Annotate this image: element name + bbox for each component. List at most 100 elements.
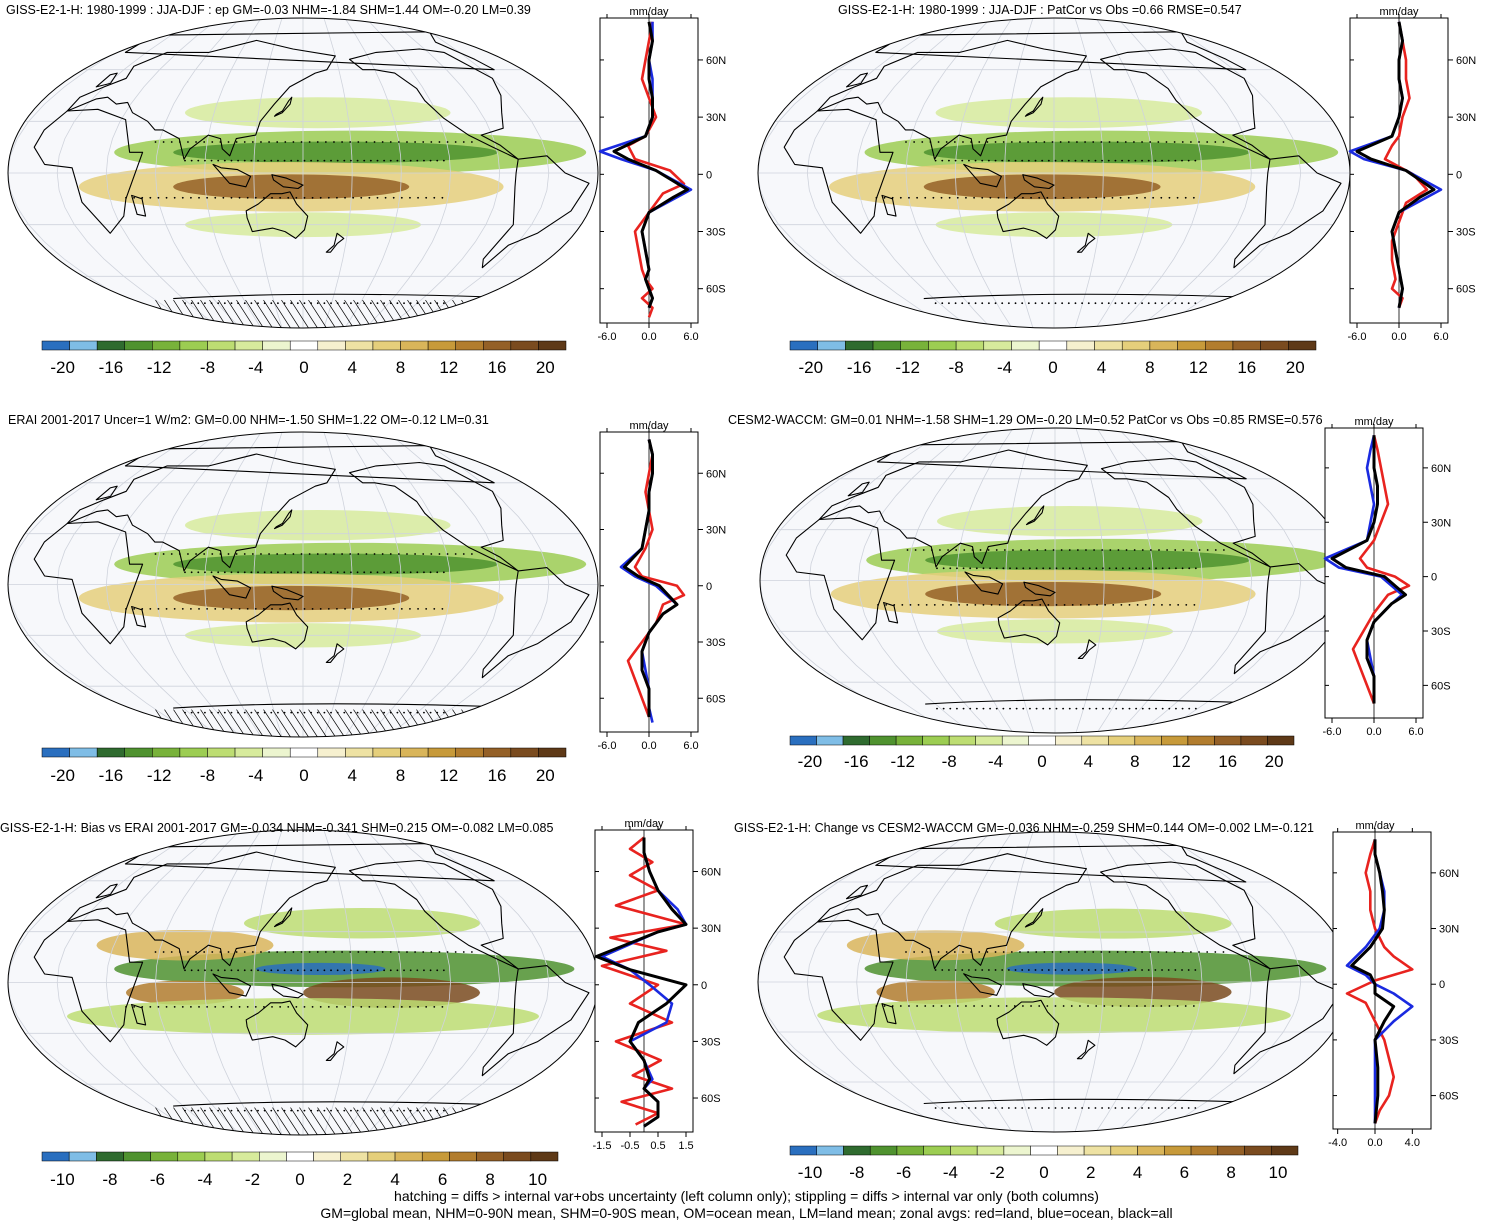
colorbar-label: 4 xyxy=(1097,358,1106,377)
colorbar-swatch xyxy=(1083,1145,1112,1156)
colorbar-swatch xyxy=(150,1151,179,1162)
colorbar-swatch xyxy=(340,1151,369,1162)
colorbar-swatch xyxy=(503,1151,532,1162)
colorbar-label: 20 xyxy=(536,358,555,377)
xtick-label: -0.5 xyxy=(621,1140,640,1152)
colorbar-swatch xyxy=(789,1145,817,1156)
graticule-lon xyxy=(407,18,550,328)
colorbar-swatch xyxy=(1161,735,1189,746)
series-land xyxy=(1351,434,1411,704)
graticule-lon xyxy=(204,18,262,328)
coastline xyxy=(1100,48,1271,160)
colorbar-swatch xyxy=(177,1151,206,1162)
colorbar-swatch xyxy=(1244,1145,1272,1156)
colorbar-label: 6 xyxy=(1180,1163,1189,1182)
graticule-lon xyxy=(386,830,501,1135)
xtick-label: 0.0 xyxy=(1367,1137,1382,1149)
series-all xyxy=(612,21,689,309)
coastline xyxy=(847,481,870,497)
graticule-lon xyxy=(1117,428,1203,733)
coastline xyxy=(273,96,293,117)
colorbar-3: -20 -16 -12 -8 -4 0 4 8 12 16 20 xyxy=(41,747,567,785)
colorbar-swatch xyxy=(869,1145,898,1156)
xtick-label: 6.0 xyxy=(1433,331,1448,343)
ytick-label: 30N xyxy=(701,923,721,935)
graticule-lon xyxy=(1116,832,1203,1132)
colorbar-label: 8 xyxy=(485,1170,494,1189)
coastline xyxy=(481,155,590,269)
xtick-label: -6.0 xyxy=(1323,726,1342,738)
colorbar-swatch xyxy=(816,1145,844,1156)
graticule-lon xyxy=(956,428,1014,733)
series-land xyxy=(600,836,688,1126)
antarctica-coast xyxy=(923,1098,1244,1105)
coastline xyxy=(963,973,1002,996)
colorbar-label: 4 xyxy=(390,1170,399,1189)
coastline xyxy=(1076,232,1096,253)
colorbar-swatch xyxy=(872,340,901,351)
coastline xyxy=(66,851,336,970)
graticule-lon xyxy=(155,18,241,328)
coastline xyxy=(245,602,309,650)
graticule-lon xyxy=(905,832,992,1132)
antarctica-coast xyxy=(923,293,1244,300)
coastline xyxy=(212,973,252,997)
colorbar-swatch xyxy=(69,747,98,758)
colorbar-swatch xyxy=(41,1151,70,1162)
graticule-lon xyxy=(105,432,220,737)
colorbar-swatch xyxy=(286,1151,314,1162)
ytick-label: 0 xyxy=(1456,169,1462,181)
colorbar-swatch xyxy=(400,340,429,351)
antarctica-coast xyxy=(173,1101,492,1107)
zonal-panel-5: mm/day 60N 30N 0 30S 60S -1.5 -0.5 0.5 1.5 xyxy=(593,818,722,1152)
colorbar-swatch xyxy=(923,1145,951,1156)
colorbar-swatch xyxy=(1066,340,1095,351)
graticule-lon xyxy=(1137,18,1252,328)
colorbar-swatch xyxy=(895,735,923,746)
graticule-lon xyxy=(1074,18,1104,328)
coastline xyxy=(325,1041,345,1061)
coastline xyxy=(273,907,293,928)
colorbar-swatch xyxy=(262,747,291,758)
coastline xyxy=(131,194,147,217)
colorbar-swatch xyxy=(1232,340,1261,351)
coastline xyxy=(325,232,345,253)
colorbar-label: 10 xyxy=(1268,1163,1287,1182)
graticule-lon xyxy=(155,830,241,1135)
precip-band xyxy=(935,97,1202,129)
coastline xyxy=(271,174,304,190)
colorbar-label: -4 xyxy=(248,766,263,785)
coastline xyxy=(95,883,118,899)
graticule-lon xyxy=(1005,428,1035,733)
xtick-label: 0.5 xyxy=(650,1140,665,1152)
colorbar-label: 8 xyxy=(1130,752,1139,771)
colorbar-swatch xyxy=(530,1151,559,1162)
panel-title-2: GISS-E2-1-H: 1980-1999 : JJA-DJF : PatCo… xyxy=(838,3,1242,17)
colorbar-swatch xyxy=(869,735,897,746)
colorbar-label: -12 xyxy=(147,358,172,377)
map-panel-2 xyxy=(757,17,1351,329)
coastline xyxy=(816,39,1087,160)
colorbar-label: 6 xyxy=(438,1170,447,1189)
colorbar-label: 16 xyxy=(488,358,507,377)
xtick-label: 0.0 xyxy=(1366,726,1381,738)
stippling xyxy=(125,553,473,714)
colorbar-label: -8 xyxy=(949,358,964,377)
coastline xyxy=(348,461,519,572)
colorbar-6: -10 -8 -6 -4 -2 0 2 4 6 8 10 xyxy=(789,1145,1299,1182)
series-all xyxy=(1355,21,1436,309)
colorbar-swatch xyxy=(400,747,429,758)
map-outline xyxy=(7,17,599,329)
colorbar-swatch xyxy=(1271,1145,1299,1156)
colorbar-swatch xyxy=(96,1151,124,1162)
colorbar-swatch xyxy=(975,735,1003,746)
colorbar-label: -16 xyxy=(847,358,872,377)
coastline xyxy=(271,983,304,999)
graticule-lon xyxy=(323,432,353,737)
colorbar-label: 12 xyxy=(439,766,458,785)
footer-line-1: hatching = diffs > internal var+obs unce… xyxy=(394,1188,1099,1204)
coastline xyxy=(783,108,894,234)
colorbar-swatch xyxy=(289,340,319,351)
ytick-label: 30S xyxy=(701,1036,721,1048)
